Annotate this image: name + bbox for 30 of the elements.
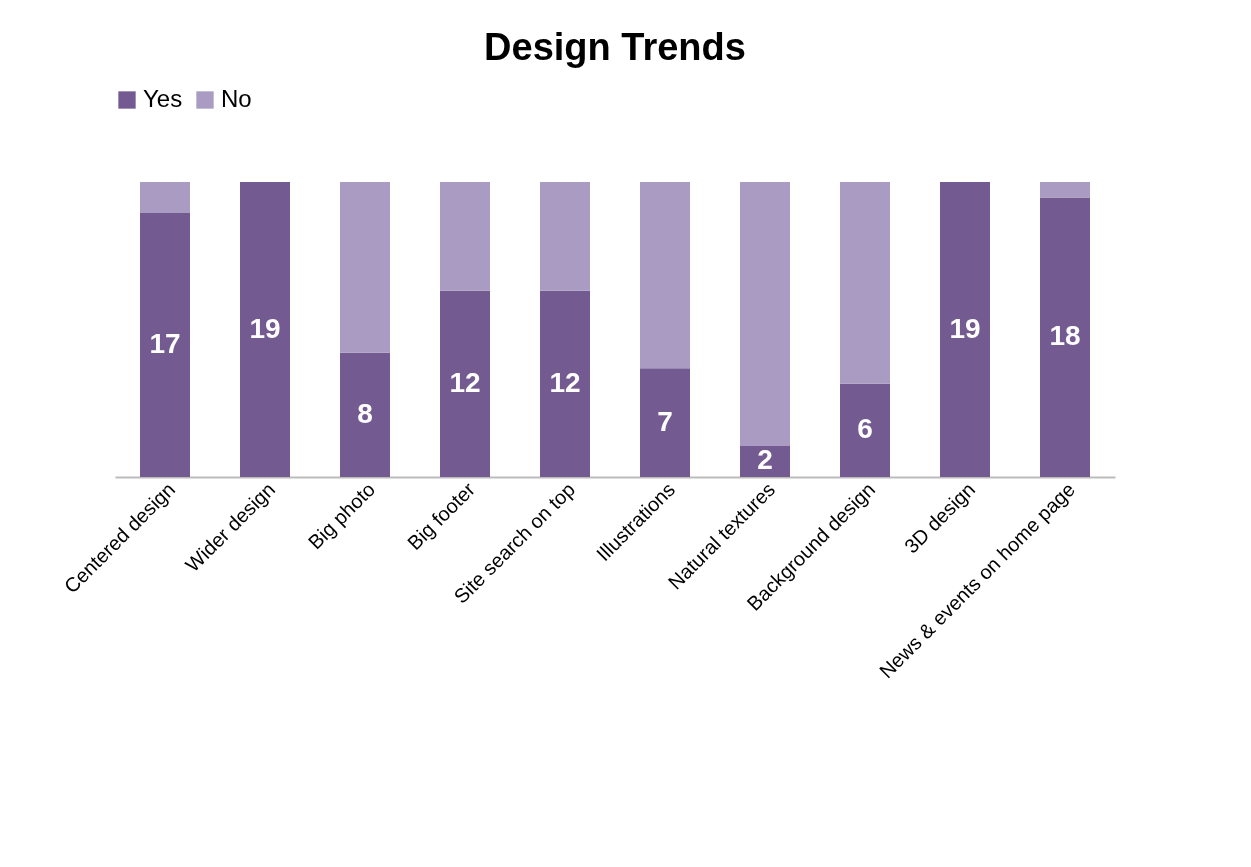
bar (240, 182, 290, 477)
legend-label: No (221, 85, 252, 112)
chart-title: Design Trends (484, 26, 746, 68)
legend-label: Yes (143, 85, 183, 112)
data-label: 12 (549, 366, 581, 398)
bar (540, 290, 590, 477)
data-label: 8 (357, 397, 373, 429)
bar (540, 182, 590, 291)
bar (140, 182, 190, 214)
bar (1040, 197, 1090, 477)
bar (740, 182, 790, 446)
data-label: 19 (249, 312, 281, 344)
bar (940, 182, 990, 477)
data-label: 6 (857, 413, 873, 445)
bar (840, 383, 890, 477)
bar (440, 290, 490, 477)
bar (640, 182, 690, 369)
bar (340, 352, 390, 477)
bar (440, 182, 490, 291)
bar (1040, 182, 1090, 198)
bar (640, 368, 690, 477)
data-label: 17 (149, 328, 181, 360)
bar (140, 213, 190, 477)
data-label: 19 (949, 312, 981, 344)
data-label: 12 (449, 366, 481, 398)
data-label: 7 (657, 405, 673, 437)
bar (840, 182, 890, 384)
bar (340, 182, 390, 353)
data-label: 2 (757, 444, 773, 476)
data-label: 18 (1049, 320, 1081, 352)
